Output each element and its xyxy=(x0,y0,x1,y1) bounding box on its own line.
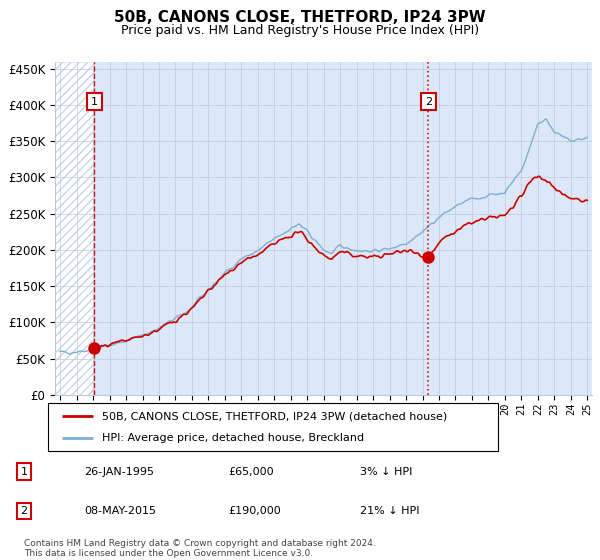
Text: £190,000: £190,000 xyxy=(228,506,281,516)
Text: 3% ↓ HPI: 3% ↓ HPI xyxy=(360,467,412,477)
Text: 1: 1 xyxy=(20,467,28,477)
Text: 50B, CANONS CLOSE, THETFORD, IP24 3PW (detached house): 50B, CANONS CLOSE, THETFORD, IP24 3PW (d… xyxy=(102,411,447,421)
FancyBboxPatch shape xyxy=(48,403,498,451)
Text: Price paid vs. HM Land Registry's House Price Index (HPI): Price paid vs. HM Land Registry's House … xyxy=(121,24,479,37)
Text: 1: 1 xyxy=(91,96,98,106)
Text: 26-JAN-1995: 26-JAN-1995 xyxy=(84,467,154,477)
Text: HPI: Average price, detached house, Breckland: HPI: Average price, detached house, Brec… xyxy=(102,433,364,443)
Text: £65,000: £65,000 xyxy=(228,467,274,477)
Bar xyxy=(55,62,94,395)
Bar xyxy=(55,62,94,395)
Text: 2: 2 xyxy=(20,506,28,516)
Bar xyxy=(94,62,592,395)
Text: Contains HM Land Registry data © Crown copyright and database right 2024.
This d: Contains HM Land Registry data © Crown c… xyxy=(24,539,376,558)
Text: 50B, CANONS CLOSE, THETFORD, IP24 3PW: 50B, CANONS CLOSE, THETFORD, IP24 3PW xyxy=(114,11,486,25)
Text: 21% ↓ HPI: 21% ↓ HPI xyxy=(360,506,419,516)
Text: 08-MAY-2015: 08-MAY-2015 xyxy=(84,506,156,516)
Text: 2: 2 xyxy=(425,96,432,106)
